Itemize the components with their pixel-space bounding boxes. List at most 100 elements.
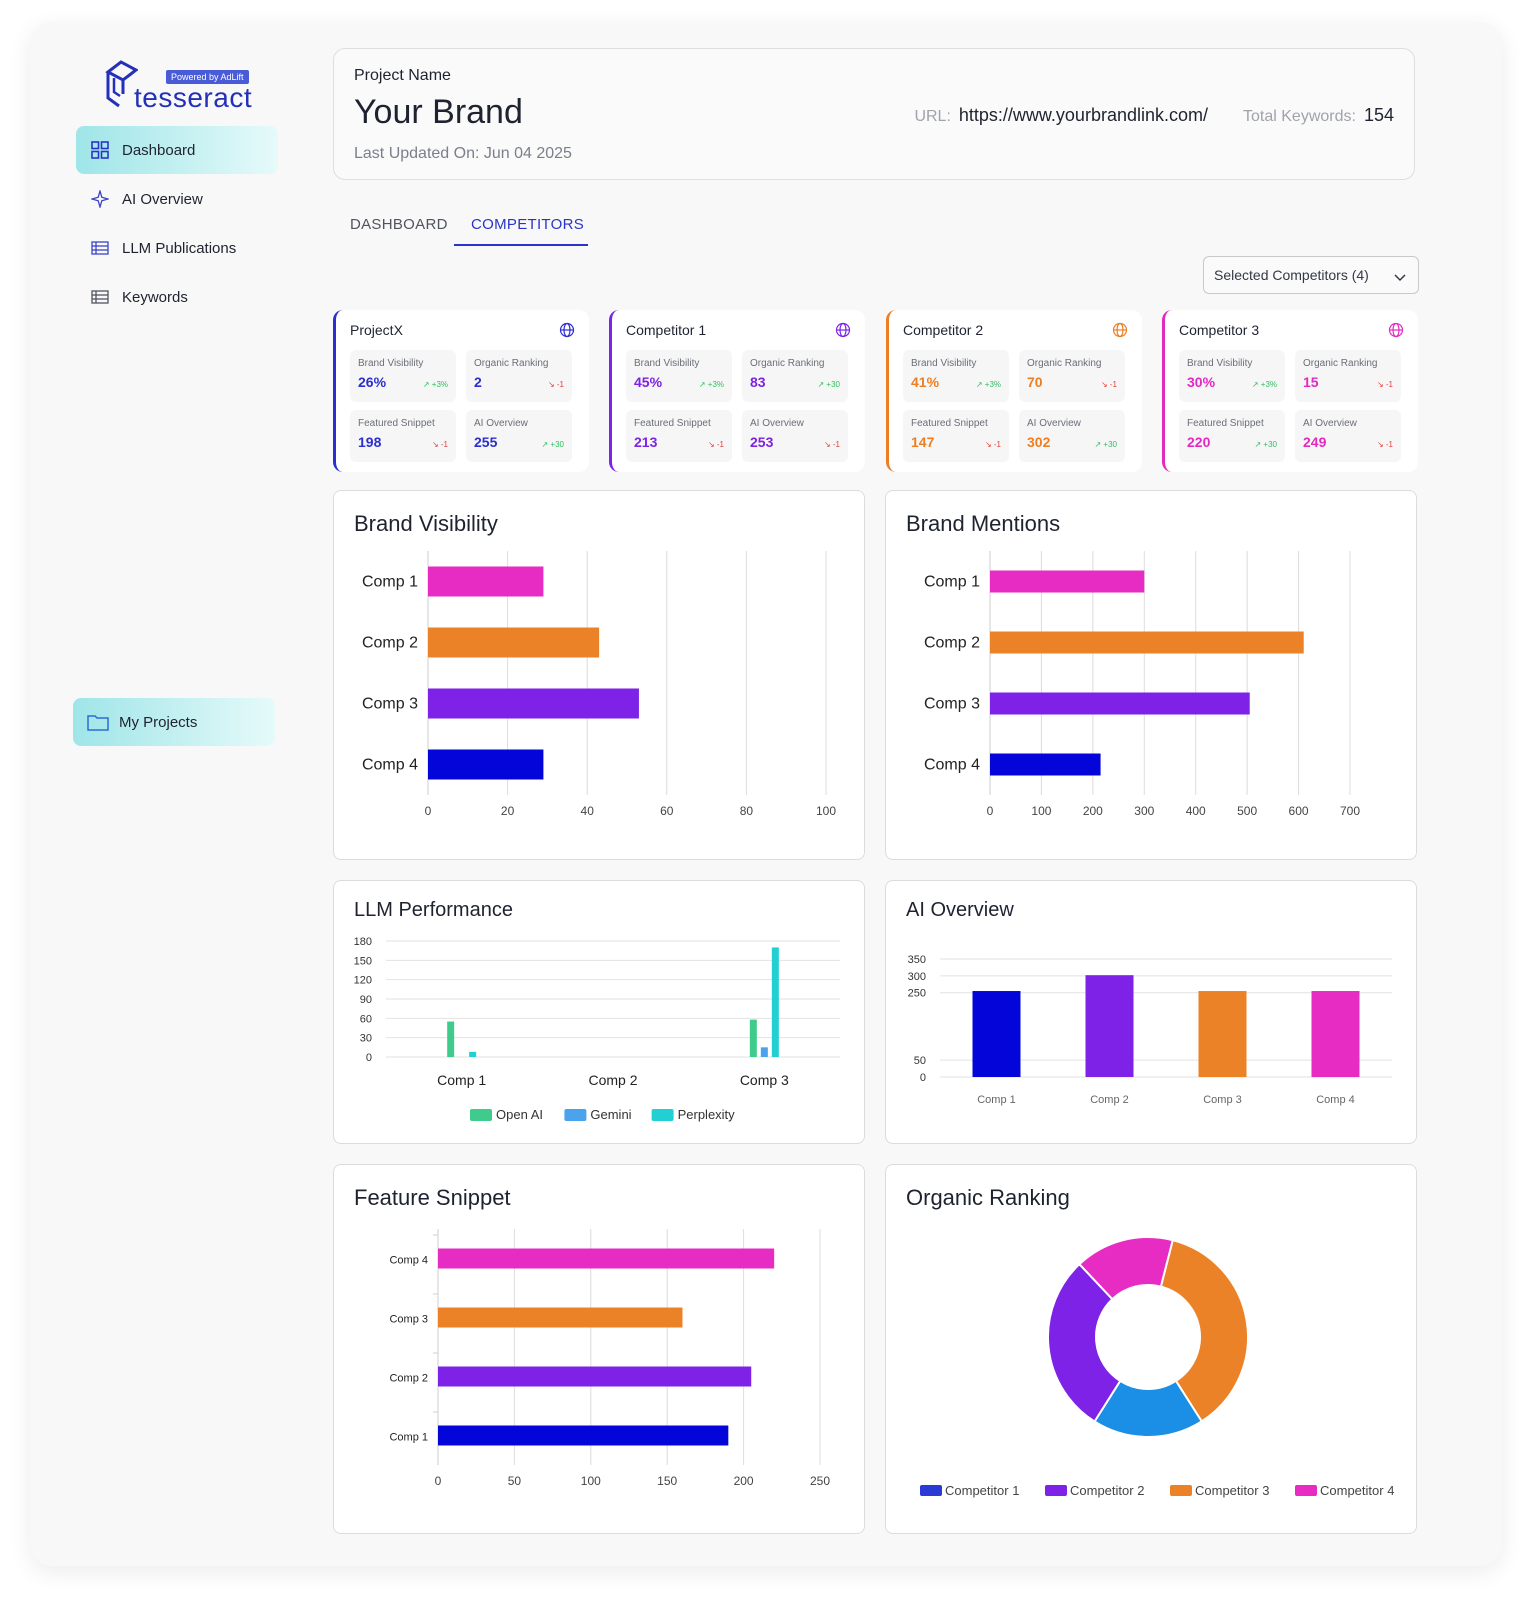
sidebar-item-llm-publications[interactable]: LLM Publications [76, 224, 278, 272]
metric-tile: Organic Ranking 83 ↗ +30 [742, 350, 848, 402]
x-tick-label: 80 [740, 804, 754, 818]
metric-label: AI Overview [1303, 418, 1357, 429]
trend-value: +30 [1103, 440, 1117, 449]
brand-mentions-chart: 0 100 200 300 400 500 600 700 Comp 1 Comp 2 Comp 3… [924, 551, 1360, 818]
y-tick-label: 0 [920, 1072, 926, 1084]
metric-tile: AI Overview 255 ↗ +30 [466, 410, 572, 462]
tesseract-logo[interactable]: Powered by AdLift tesseract [104, 58, 254, 116]
metric-label: Organic Ranking [750, 358, 825, 369]
sidebar-item-keywords[interactable]: Keywords [76, 273, 278, 321]
metric-label: AI Overview [1027, 418, 1081, 429]
chart-title: LLM Performance [354, 899, 513, 921]
metric-trend: ↗ +30 [1094, 440, 1117, 449]
legend-label: Competitor 1 [945, 1483, 1019, 1498]
metric-value: 83 [750, 374, 766, 390]
tab-competitors[interactable]: COMPETITORS [471, 216, 585, 233]
competitor-card[interactable]: ProjectX Brand Visibility 26% ↗ +3% Organic … [333, 310, 589, 472]
trend-down-icon: ↘ [1100, 380, 1110, 389]
competitor-card[interactable]: Competitor 1 Brand Visibility 45% ↗ +3% Orga… [609, 310, 865, 472]
sidebar-item-label: Dashboard [122, 141, 196, 159]
bar [428, 688, 639, 719]
metric-label: Featured Snippet [358, 418, 435, 429]
y-tick-label: 300 [908, 971, 926, 983]
y-tick-label: 120 [354, 975, 372, 987]
llm-performance-card: LLM Performance 0 30 60 90 120 150 180 Comp 1 Co… [333, 880, 865, 1144]
pie-slice [1078, 1236, 1174, 1301]
legend-swatch [1295, 1485, 1317, 1496]
metric-trend: ↘ -1 [432, 440, 448, 449]
metric-tile: Brand Visibility 30% ↗ +3% [1179, 350, 1285, 402]
bar [749, 1019, 757, 1057]
legend-label: Competitor 4 [1320, 1483, 1394, 1498]
sidebar-item-ai-overview[interactable]: AI Overview [76, 175, 278, 223]
my-projects-button[interactable]: My Projects [73, 698, 275, 746]
category-label: Comp 1 [977, 1094, 1016, 1106]
metric-value: 45% [634, 374, 663, 390]
bar [990, 570, 1145, 593]
feature-snippet-chart: 0 50 100 150 200 250 Comp 4 Comp 3 Comp 2 Comp 1 [389, 1229, 830, 1488]
x-tick-label: 250 [810, 1474, 830, 1488]
legend-swatch [920, 1485, 942, 1496]
category-label: Comp 3 [924, 696, 980, 713]
trend-down-icon: ↘ [547, 380, 557, 389]
category-label: Comp 4 [924, 757, 980, 774]
bar [438, 1307, 683, 1328]
metric-trend: ↗ +30 [541, 440, 564, 449]
y-tick-label: 30 [360, 1033, 372, 1045]
category-label: Comp 2 [362, 635, 418, 652]
bar [1085, 975, 1134, 1077]
category-label: Comp 4 [1316, 1094, 1355, 1106]
metric-tile: Organic Ranking 15 ↘ -1 [1295, 350, 1401, 402]
metric-label: Brand Visibility [634, 358, 700, 369]
x-tick-label: 300 [1134, 804, 1154, 818]
category-label: Comp 2 [588, 1072, 637, 1088]
metric-trend: ↘ -1 [824, 440, 840, 449]
metric-label: AI Overview [750, 418, 804, 429]
keywords-count: 154 [1363, 105, 1394, 125]
url-link[interactable]: https://www.yourbrandlink.com/ [958, 105, 1208, 125]
x-tick-label: 0 [987, 804, 994, 818]
x-tick-label: 400 [1186, 804, 1206, 818]
tab-dashboard[interactable]: DASHBOARD [350, 216, 448, 233]
chart-title: AI Overview [906, 899, 1014, 921]
project-name-label: Project Name [354, 67, 451, 84]
chart-title: Brand Mentions [906, 511, 1061, 536]
trend-down-icon: ↘ [431, 440, 441, 449]
trend-up-icon: ↗ [1251, 380, 1261, 389]
chart-title: Organic Ranking [906, 1185, 1070, 1210]
legend-swatch [564, 1109, 587, 1121]
globe-icon[interactable] [1388, 322, 1404, 343]
metric-label: Brand Visibility [358, 358, 424, 369]
sidebar-item-dashboard[interactable]: Dashboard [76, 126, 278, 174]
metric-tile: Featured Snippet 213 ↘ -1 [626, 410, 732, 462]
metric-value: 255 [474, 434, 498, 450]
competitor-card[interactable]: Competitor 3 Brand Visibility 30% ↗ +3% Orga… [1162, 310, 1418, 472]
metric-trend: ↗ +3% [976, 380, 1001, 389]
competitor-card[interactable]: Competitor 2 Brand Visibility 41% ↗ +3% Orga… [886, 310, 1142, 472]
globe-icon[interactable] [1112, 322, 1128, 343]
x-tick-label: 100 [816, 804, 836, 818]
legend-label: Competitor 2 [1070, 1483, 1144, 1498]
x-tick-label: 0 [425, 804, 432, 818]
category-label: Comp 1 [924, 574, 980, 591]
metric-tile: Organic Ranking 70 ↘ -1 [1019, 350, 1125, 402]
pie-slice [1159, 1238, 1249, 1423]
globe-icon[interactable] [835, 322, 851, 343]
metric-label: Brand Visibility [911, 358, 977, 369]
grid-icon [90, 140, 110, 160]
bar [771, 947, 779, 1057]
globe-icon[interactable] [559, 322, 575, 343]
metric-tile: Organic Ranking 2 ↘ -1 [466, 350, 572, 402]
trend-value: +3% [984, 380, 1001, 389]
metric-value: 302 [1027, 434, 1051, 450]
x-tick-label: 150 [657, 1474, 677, 1488]
brand-visibility-chart: 0 20 40 60 80 100 Comp 1 Comp 2 Comp 3 Comp 4 [362, 551, 836, 818]
metric-value: 213 [634, 434, 658, 450]
organic-ranking-chart: Competitor 1 Competitor 2 Competitor 3 Comp… [920, 1236, 1394, 1498]
x-tick-label: 0 [435, 1474, 442, 1488]
category-label: Comp 1 [389, 1432, 428, 1444]
category-label: Comp 1 [362, 574, 418, 591]
selected-competitors-dropdown[interactable]: Selected Competitors (4) [1203, 256, 1419, 294]
brand-name: Your Brand [354, 93, 523, 131]
trend-down-icon: ↘ [1376, 380, 1386, 389]
